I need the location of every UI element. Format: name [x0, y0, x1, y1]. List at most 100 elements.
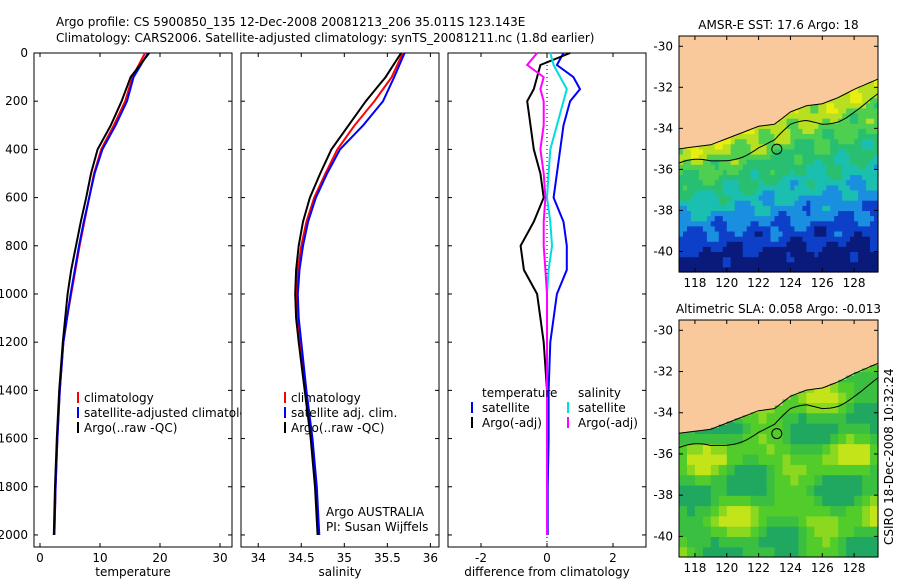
sla-map-cell: [687, 431, 696, 434]
sla-map-cell: [734, 536, 744, 548]
sst-map-cell: [866, 154, 871, 160]
sst-map-cell: [802, 113, 807, 119]
sst-map-cell: [746, 215, 752, 222]
sst-map-cell: [818, 154, 823, 160]
sst-map-cell: [690, 261, 696, 268]
sla-map-cell: [870, 515, 879, 527]
sst-map-cell: [866, 246, 871, 252]
sst-map-cell: [806, 225, 811, 232]
sst-map-cell: [742, 215, 748, 222]
sla-map-cell: [687, 454, 696, 465]
sst-map-cell: [750, 154, 756, 160]
sst-map-cell: [710, 200, 716, 206]
sst-map-cell: [742, 189, 748, 196]
sst-map-cell: [694, 210, 700, 217]
sst-map-cell: [846, 154, 851, 160]
sst-map-cell: [798, 169, 803, 176]
sst-map-cell: [794, 184, 799, 191]
sla-map-cell: [782, 464, 792, 476]
sst-map-cell: [698, 251, 704, 258]
sst-map-cell: [734, 266, 740, 273]
sst-map-cell: [750, 246, 756, 252]
sst-map-cell: [798, 210, 803, 217]
sst-map-cell: [794, 189, 799, 196]
sst-map-cell: [830, 143, 835, 150]
sst-map-cell: [838, 215, 843, 222]
sst-map-cell: [738, 266, 744, 273]
sla-map-cell: [782, 546, 792, 558]
sst-map-cell: [838, 97, 843, 104]
sla-map-cell: [838, 526, 847, 537]
sst-map-cell: [806, 169, 811, 176]
sst-map-cell: [794, 179, 799, 186]
sst-map-cell: [834, 128, 839, 134]
sla-map-cell: [750, 474, 760, 486]
temperature-ytick-label: 1600: [0, 432, 28, 446]
sst-map-cell: [687, 174, 692, 181]
sst-map-cell: [718, 215, 724, 222]
sst-map-cell: [683, 236, 688, 242]
sst-map-cell: [778, 179, 784, 186]
sla-map-cell: [862, 474, 871, 486]
sst-map-cell: [826, 164, 831, 170]
sst-map-cell: [846, 251, 851, 258]
sla-map-cell: [790, 474, 799, 486]
sst-map-cell: [802, 251, 807, 258]
sst-map-cell: [750, 266, 756, 273]
sst-map-cell: [734, 215, 740, 222]
sst-map-cell: [870, 251, 875, 258]
sst-map-cell: [758, 241, 764, 247]
sst-map-cell: [818, 159, 823, 165]
sla-shelf-contour: [678, 377, 879, 449]
sst-map-cell: [690, 174, 696, 181]
sst-map-cell: [874, 87, 879, 93]
difference-series-line-0: [546, 52, 582, 535]
sst-map-cell: [730, 215, 736, 222]
sst-map-cell: [810, 251, 815, 258]
sla-map-cell: [679, 454, 688, 465]
sst-map-cell: [794, 246, 799, 252]
sst-map-cell: [850, 133, 855, 140]
salinity-series-line-1: [296, 52, 406, 536]
sst-map-cell: [858, 118, 863, 124]
sst-map-cell: [822, 241, 827, 247]
sst-map-cell: [754, 225, 760, 232]
sst-map-cell: [818, 246, 823, 252]
sst-map-cell: [774, 241, 780, 247]
sla-map-cell: [838, 454, 847, 465]
sst-map-cell: [770, 246, 776, 252]
sst-map-cell: [778, 119, 784, 124]
sla-map-cell: [806, 464, 815, 476]
sla-map-cell: [710, 443, 720, 455]
sst-map-cell: [770, 241, 776, 247]
sst-map-cell: [679, 169, 684, 176]
sst-map-cell: [834, 189, 839, 196]
sla-map-cell: [782, 402, 792, 414]
sst-map-cell: [702, 200, 708, 206]
sst-map-cell: [754, 266, 760, 273]
sst-map-cell: [754, 133, 760, 140]
sst-map-cell: [714, 236, 720, 242]
sst-map-cell: [774, 266, 780, 273]
sst-map-cell: [778, 184, 784, 191]
sst-map-cell: [822, 143, 827, 150]
sst-map-cell: [854, 118, 859, 124]
sst-map-cell: [730, 266, 736, 273]
sst-map-cell: [679, 148, 684, 155]
sst-map-cell: [679, 205, 684, 211]
sla-map-cell: [806, 392, 815, 403]
sst-map-cell: [690, 251, 696, 258]
sla-map-cell: [822, 484, 831, 496]
sst-map-cell: [866, 215, 871, 222]
sst-map-cell: [838, 154, 843, 160]
sst-map-cell: [770, 138, 776, 145]
sst-map-cell: [874, 82, 879, 88]
sst-map-cell: [770, 231, 776, 237]
sla-map-cell: [846, 546, 855, 558]
sst-map-cell: [818, 241, 823, 247]
sla-map-cell: [822, 423, 831, 434]
sst-map-cell: [702, 236, 708, 242]
sst-map-cell: [774, 220, 780, 227]
sla-map-cell: [718, 484, 728, 496]
sst-map-cell: [874, 159, 879, 165]
